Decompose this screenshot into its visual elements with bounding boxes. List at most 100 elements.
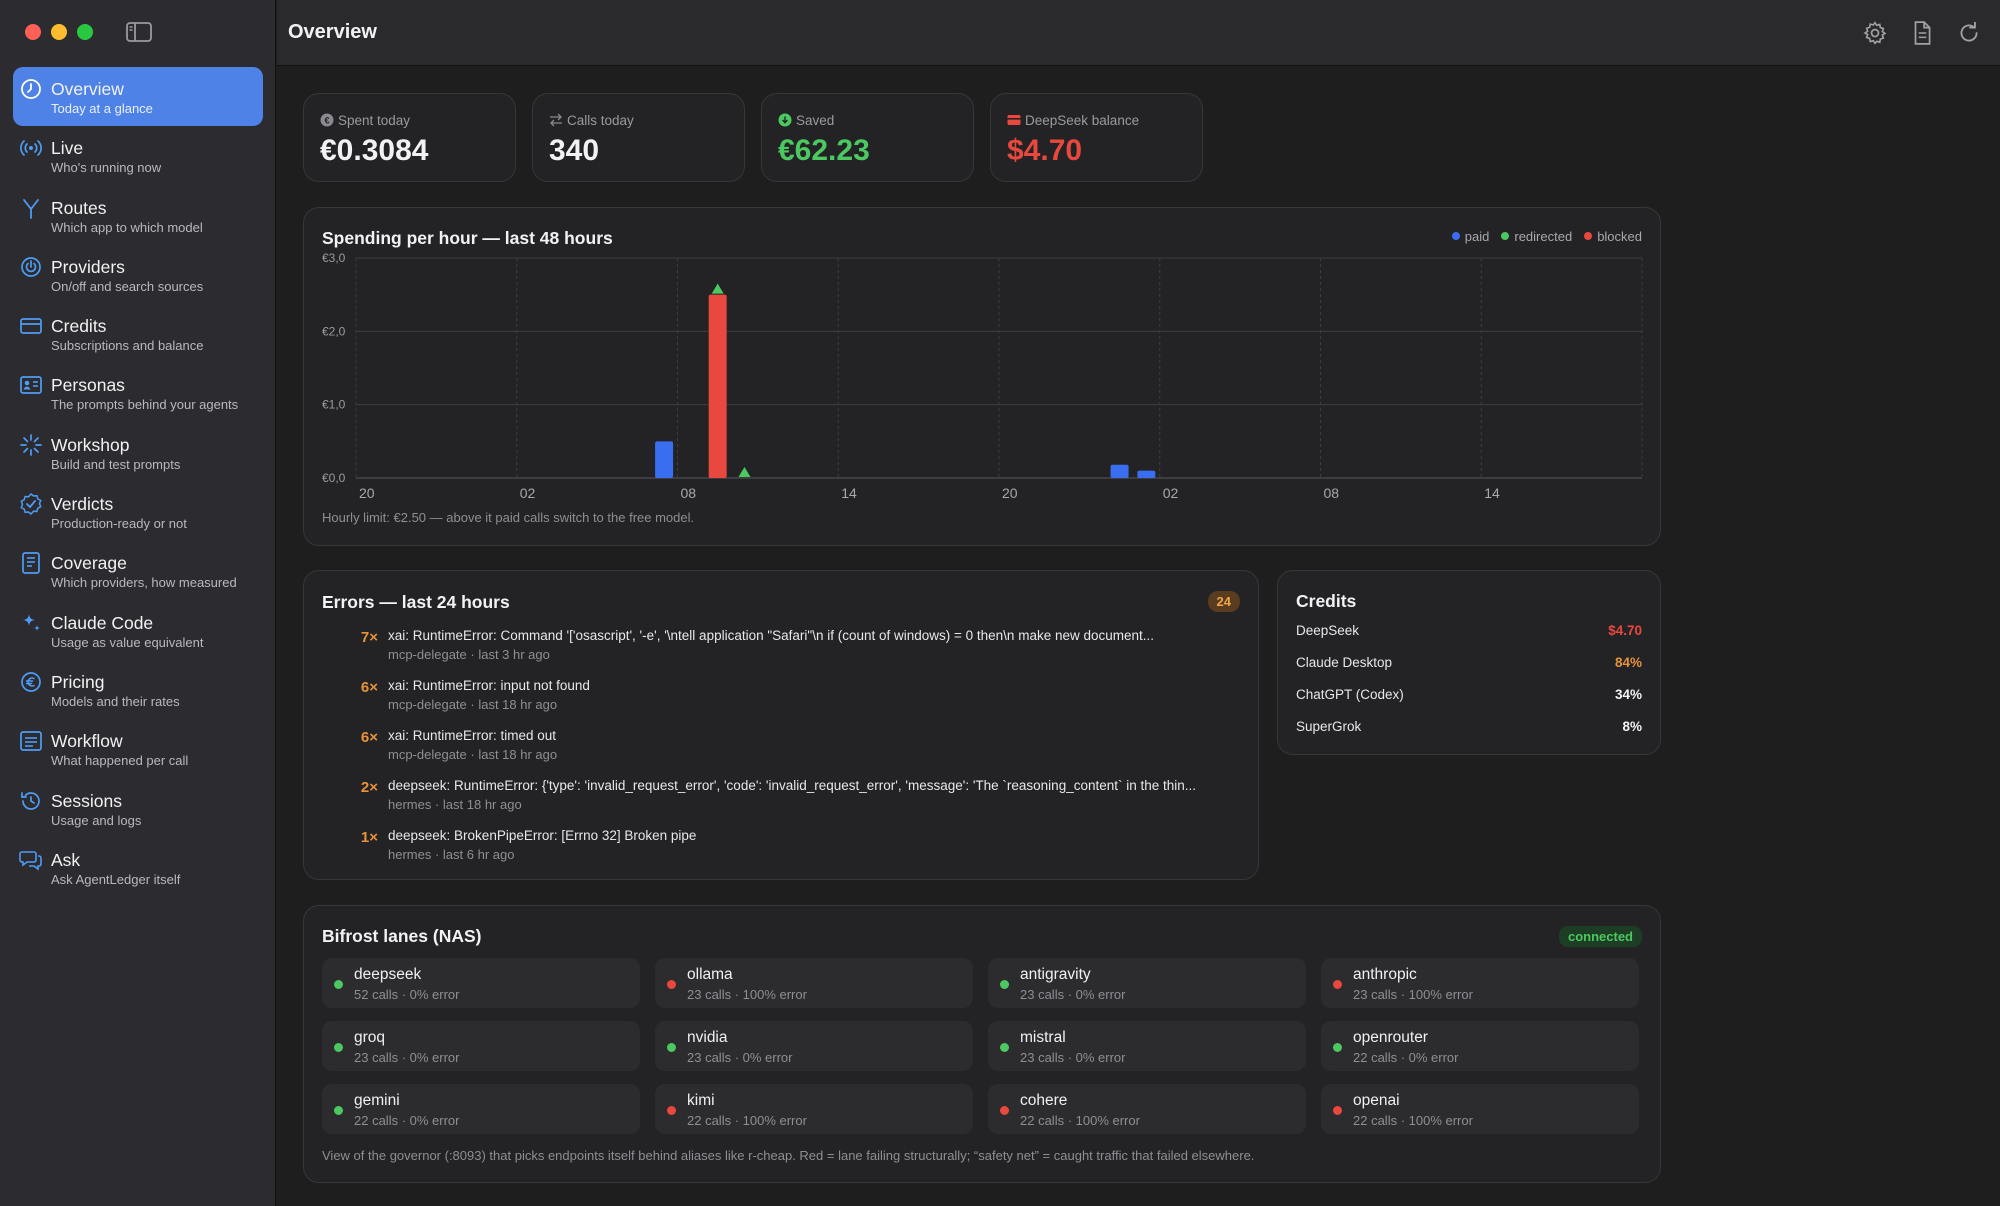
sidebar-item-ask[interactable]: Ask Ask AgentLedger itself xyxy=(13,838,263,897)
lane-meta: 23 calls · 0% error xyxy=(354,1050,460,1065)
lane-card[interactable]: deepseek 52 calls · 0% error xyxy=(322,958,640,1008)
errors-title: Errors — last 24 hours xyxy=(322,592,510,612)
lane-name: openai xyxy=(1353,1092,1400,1109)
errors-count-badge: 24 xyxy=(1207,591,1240,612)
history-icon xyxy=(21,791,40,810)
blocked-bar xyxy=(708,294,727,478)
lane-card[interactable]: antigravity 23 calls · 0% error xyxy=(988,958,1306,1008)
lane-status-dot xyxy=(1000,980,1009,989)
stat-label: Saved xyxy=(796,113,835,128)
document-icon[interactable] xyxy=(1909,20,1935,46)
legend-paid: paid xyxy=(1451,229,1489,244)
sidebar-item-providers[interactable]: Providers On/off and search sources xyxy=(13,245,263,304)
zoom-window-button[interactable] xyxy=(77,24,93,40)
sidebar-item-overview[interactable]: Overview Today at a glance xyxy=(13,67,263,126)
lane-name: groq xyxy=(354,1029,386,1046)
sidebar-item-sublabel: Models and their rates xyxy=(51,693,180,709)
sidebar-item-workflow[interactable]: Workflow What happened per call xyxy=(13,719,263,778)
sidebar-item-coverage[interactable]: Coverage Which providers, how measured xyxy=(13,541,263,600)
error-meta: hermes · last 6 hr ago xyxy=(388,847,515,862)
y-tick-label: €3,0 xyxy=(322,251,346,265)
error-count: 6× xyxy=(360,729,378,746)
lane-name: ollama xyxy=(687,966,733,983)
lane-card[interactable]: mistral 23 calls · 0% error xyxy=(988,1021,1306,1071)
sidebar-item-sublabel: Subscriptions and balance xyxy=(51,338,204,354)
error-meta: mcp-delegate · last 18 hr ago xyxy=(388,747,558,762)
sidebar-item-routes[interactable]: Routes Which app to which model xyxy=(13,186,263,245)
sidebar-toggle-icon[interactable] xyxy=(126,22,152,42)
sidebar-item-label: Pricing xyxy=(51,671,105,692)
lane-card[interactable]: gemini 22 calls · 0% error xyxy=(322,1084,640,1134)
legend-redirected-label: redirected xyxy=(1514,229,1573,244)
stat-label: DeepSeek balance xyxy=(1025,113,1140,128)
sidebar-item-label: Overview xyxy=(51,79,124,99)
error-count: 7× xyxy=(360,629,378,646)
lane-meta: 23 calls · 100% error xyxy=(1353,987,1473,1002)
error-count: 2× xyxy=(360,779,378,796)
sidebar-item-workshop[interactable]: Workshop Build and test prompts xyxy=(13,423,263,482)
sidebar-item-pricing[interactable]: Pricing Models and their rates xyxy=(13,660,263,719)
lane-card[interactable]: nvidia 23 calls · 0% error xyxy=(655,1021,973,1071)
lane-status-dot xyxy=(667,980,676,989)
lane-name: openrouter xyxy=(1353,1029,1428,1046)
lane-status-dot xyxy=(334,1106,343,1115)
credit-row: DeepSeek $4.70 xyxy=(1296,623,1642,643)
stat-card-spent-today: € Spent today €0.3084 xyxy=(303,93,516,182)
x-tick-label: 08 xyxy=(1324,485,1340,501)
error-row[interactable]: 1× deepseek: BrokenPipeError: [Errno 32]… xyxy=(354,826,1240,872)
gear-icon[interactable] xyxy=(1862,20,1888,46)
lane-name: deepseek xyxy=(354,966,422,983)
error-row[interactable]: 6× xai: RuntimeError: input not found mc… xyxy=(354,676,1240,722)
sidebar-item-credits[interactable]: Credits Subscriptions and balance xyxy=(13,304,263,363)
lane-card[interactable]: openai 22 calls · 100% error xyxy=(1321,1084,1639,1134)
x-tick-label: 20 xyxy=(1002,485,1018,501)
lane-card[interactable]: kimi 22 calls · 100% error xyxy=(655,1084,973,1134)
list-window-icon xyxy=(20,731,42,752)
minimize-window-button[interactable] xyxy=(51,24,67,40)
sparkle-burst-icon xyxy=(20,433,42,456)
refresh-icon[interactable] xyxy=(1956,20,1982,46)
lane-status-dot xyxy=(334,980,343,989)
stat-value: 340 xyxy=(549,134,600,167)
bifrost-lanes-card: Bifrost lanes (NAS) connected deepseek 52… xyxy=(303,905,1661,1183)
lane-meta: 22 calls · 0% error xyxy=(354,1113,460,1128)
sidebar-item-sublabel: Usage as value equivalent xyxy=(51,634,204,650)
sidebar-item-label: Credits xyxy=(51,316,107,337)
lane-name: kimi xyxy=(687,1092,715,1109)
lane-card[interactable]: openrouter 22 calls · 0% error xyxy=(1321,1021,1639,1071)
error-row[interactable]: 2× deepseek: RuntimeError: {'type': 'inv… xyxy=(354,776,1240,822)
lanes-title: Bifrost lanes (NAS) xyxy=(322,926,482,946)
lane-status-dot xyxy=(667,1106,676,1115)
sidebar-item-live[interactable]: Live Who's running now xyxy=(13,126,263,185)
lane-card[interactable]: groq 23 calls · 0% error xyxy=(322,1021,640,1071)
stat-card-saved: Saved €62.23 xyxy=(761,93,974,182)
stat-value: $4.70 xyxy=(1007,134,1083,167)
error-row[interactable]: 7× xai: RuntimeError: Command '['osascri… xyxy=(354,626,1240,672)
sidebar-item-sublabel: Build and test prompts xyxy=(51,456,181,472)
legend-blocked: blocked xyxy=(1584,229,1642,244)
legend-redirected: redirected xyxy=(1501,229,1572,244)
lane-card[interactable]: ollama 23 calls · 100% error xyxy=(655,958,973,1008)
close-window-button[interactable] xyxy=(25,24,41,40)
error-row[interactable]: 6× xai: RuntimeError: timed out mcp-dele… xyxy=(354,726,1240,772)
sidebar-item-verdicts[interactable]: Verdicts Production-ready or not xyxy=(13,482,263,541)
sidebar: Overview Today at a glance Live Who's ru… xyxy=(0,0,276,1206)
stat-card-deepseek-balance: DeepSeek balance $4.70 xyxy=(990,93,1203,182)
toolbar: Overview xyxy=(277,0,2000,66)
credit-value: $4.70 xyxy=(1608,623,1642,638)
lane-name: antigravity xyxy=(1020,966,1091,983)
lane-card[interactable]: anthropic 23 calls · 100% error xyxy=(1321,958,1639,1008)
sidebar-item-sessions[interactable]: Sessions Usage and logs xyxy=(13,779,263,838)
broadcast-icon xyxy=(20,140,42,157)
x-tick-label: 14 xyxy=(1484,485,1500,501)
sidebar-item-personas[interactable]: Personas The prompts behind your agents xyxy=(13,363,263,422)
sidebar-item-claude-code[interactable]: Claude Code Usage as value equivalent xyxy=(13,601,263,660)
lane-meta: 22 calls · 100% error xyxy=(1020,1113,1140,1128)
errors-card: Errors — last 24 hours 24 7× xai: Runtim… xyxy=(303,570,1259,880)
error-meta: mcp-delegate · last 18 hr ago xyxy=(388,697,558,712)
sidebar-item-label: Sessions xyxy=(51,790,123,811)
lane-card[interactable]: cohere 22 calls · 100% error xyxy=(988,1084,1306,1134)
stat-value: €62.23 xyxy=(778,134,870,167)
x-tick-label: 08 xyxy=(681,485,697,501)
sidebar-item-sublabel: Today at a glance xyxy=(51,101,153,116)
